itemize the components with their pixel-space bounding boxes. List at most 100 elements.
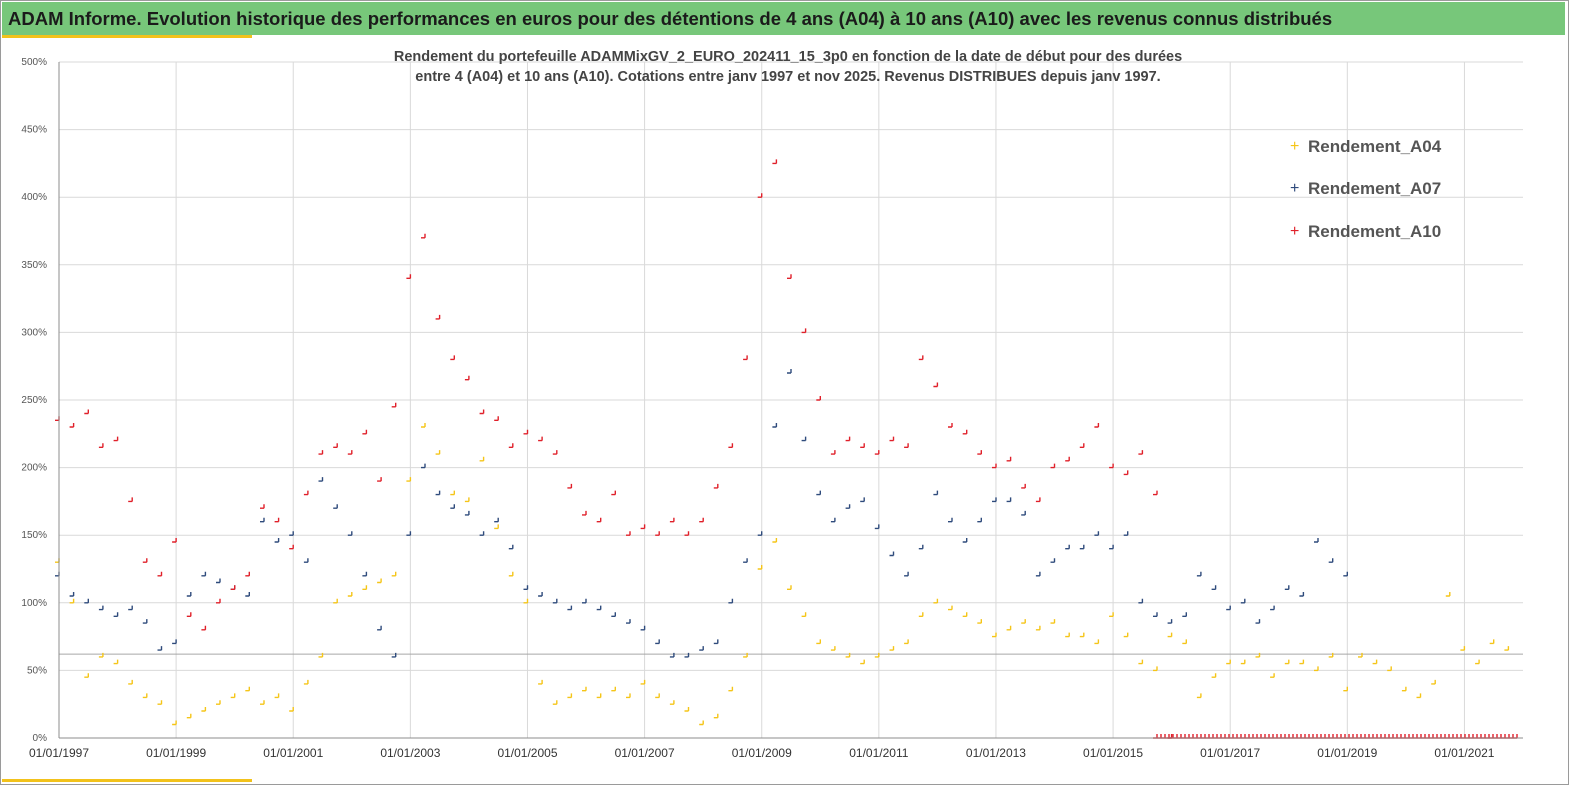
point-a04 — [172, 720, 177, 726]
point-a04 — [992, 632, 997, 638]
data-points — [55, 159, 1518, 739]
point-a07 — [743, 558, 748, 563]
point-a10 — [1065, 456, 1070, 462]
point-a07 — [1182, 612, 1187, 617]
x-tick-label: 01/01/2009 — [732, 746, 792, 760]
point-a10 — [479, 409, 485, 415]
point-a10 — [1153, 734, 1158, 739]
point-a10 — [567, 483, 573, 489]
point-a10 — [245, 571, 250, 577]
x-tick-label: 01/01/2021 — [1434, 746, 1494, 760]
point-a07 — [391, 652, 397, 658]
point-a10 — [450, 355, 455, 361]
x-tick-label: 01/01/2011 — [849, 746, 908, 760]
point-a07 — [596, 605, 602, 611]
y-tick-label: 50% — [27, 665, 47, 676]
point-a04 — [1226, 659, 1231, 665]
point-a04 — [1035, 625, 1041, 631]
point-a10 — [713, 483, 719, 489]
point-a07 — [318, 477, 324, 482]
point-a07 — [655, 639, 660, 645]
point-a04 — [1372, 659, 1378, 665]
point-a07 — [172, 639, 177, 645]
point-a10 — [904, 443, 909, 448]
point-a07 — [845, 504, 851, 509]
point-a04 — [1167, 632, 1173, 638]
point-a04 — [1006, 625, 1012, 631]
point-a04 — [713, 713, 719, 719]
point-a04 — [230, 693, 236, 699]
point-a07 — [421, 463, 426, 469]
point-a07 — [377, 625, 382, 631]
point-a04 — [816, 639, 821, 645]
point-a07 — [113, 612, 119, 617]
point-a07 — [55, 571, 60, 577]
point-a07 — [479, 531, 485, 536]
point-a10 — [801, 328, 807, 334]
x-tick-label: 01/01/2007 — [615, 746, 675, 760]
point-a04 — [1475, 659, 1480, 665]
point-a07 — [757, 531, 763, 536]
grid-lines — [58, 61, 1523, 738]
point-a04 — [567, 693, 573, 699]
point-a04 — [933, 598, 939, 604]
point-a07 — [1314, 538, 1319, 543]
point-a10 — [816, 396, 821, 401]
point-a10 — [860, 443, 865, 448]
point-a04 — [55, 558, 60, 563]
point-a10 — [669, 517, 675, 523]
legend-marker-a04: + — [1290, 138, 1299, 155]
point-a04 — [1328, 652, 1334, 658]
point-a10 — [157, 571, 163, 577]
y-tick-label: 200% — [21, 463, 47, 474]
chart-title-line2: entre 4 (A04) et 10 ans (A10). Cotations… — [415, 69, 1160, 85]
point-a04 — [904, 639, 909, 645]
legend-marker-a10: + — [1290, 223, 1299, 240]
point-a07 — [1328, 558, 1334, 563]
point-a10 — [962, 429, 968, 435]
point-a04 — [538, 679, 543, 685]
point-a07 — [669, 652, 675, 658]
point-a10 — [347, 450, 353, 455]
point-a04 — [669, 700, 675, 705]
point-a10 — [889, 436, 895, 442]
point-a04 — [450, 490, 455, 496]
point-a04 — [289, 707, 294, 712]
point-a07 — [1226, 605, 1231, 611]
point-a10 — [216, 598, 221, 604]
point-a10 — [582, 510, 587, 516]
point-a07 — [362, 571, 368, 577]
point-a04 — [260, 700, 265, 705]
point-a10 — [743, 355, 748, 361]
point-a07 — [1006, 497, 1012, 503]
x-tick-label: 01/01/2005 — [497, 746, 557, 760]
point-a04 — [406, 477, 412, 482]
point-a04 — [303, 679, 309, 685]
point-a07 — [216, 578, 221, 584]
point-a04 — [1196, 693, 1202, 699]
point-a07 — [464, 510, 470, 516]
y-tick-label: 400% — [21, 192, 47, 203]
point-a07 — [1138, 598, 1144, 604]
point-a04 — [523, 598, 529, 604]
point-a07 — [552, 598, 558, 604]
point-a07 — [1065, 544, 1070, 550]
point-a10 — [406, 274, 412, 279]
point-a04 — [362, 585, 368, 590]
accent-stripe-top — [2, 35, 252, 38]
point-a10 — [201, 625, 207, 631]
y-tick-label: 350% — [21, 260, 47, 271]
point-a07 — [1255, 619, 1261, 624]
point-a04 — [977, 619, 982, 624]
point-a07 — [523, 585, 529, 590]
point-a10 — [1079, 443, 1085, 448]
point-a04 — [1445, 592, 1451, 597]
point-a07 — [245, 592, 250, 597]
point-a07 — [508, 544, 514, 550]
series-a10-zero-band — [1153, 734, 1518, 739]
point-a10 — [728, 443, 734, 448]
x-tick-label: 01/01/2015 — [1083, 746, 1143, 760]
point-a04 — [1284, 659, 1290, 665]
point-a10 — [918, 355, 924, 361]
